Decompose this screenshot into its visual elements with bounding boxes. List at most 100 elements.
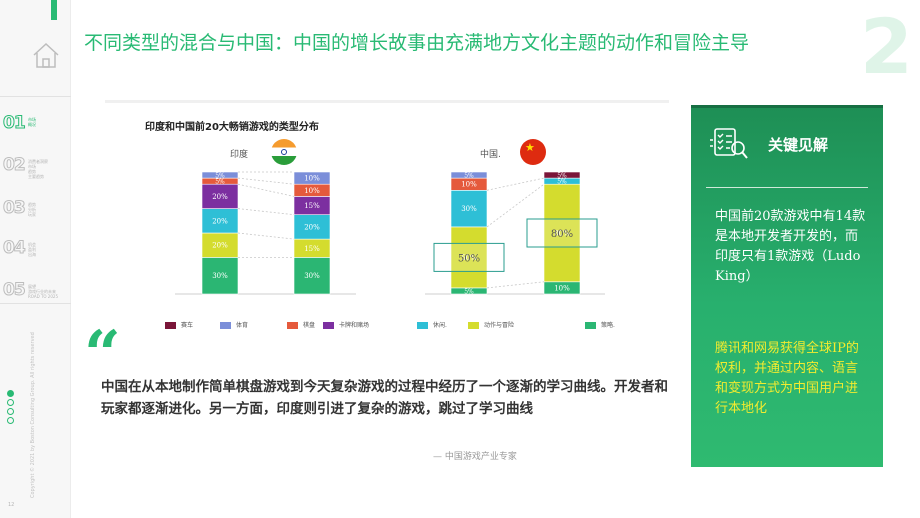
legend-swatch	[287, 322, 298, 329]
bar-data-label: 15%	[304, 245, 320, 253]
bar-data-label: 10%	[304, 187, 320, 195]
sidebar-item-label: 消费者洞察	[28, 159, 48, 164]
page-dot[interactable]	[7, 399, 14, 406]
legend-swatch	[468, 322, 479, 329]
bar-data-label: 10%	[461, 181, 477, 189]
bar-data-label: 30%	[304, 272, 320, 280]
bar-data-label: 10%	[304, 175, 320, 183]
bar-data-label: 10%	[554, 284, 570, 292]
sidebar-item-label: 盈利	[28, 247, 36, 252]
bar-segment	[450, 171, 488, 179]
legend-label: 休闲.	[433, 322, 447, 329]
page-dot[interactable]	[7, 417, 14, 424]
legend-swatch	[585, 322, 596, 329]
sidebar-item-label: 主要趋势	[28, 174, 44, 179]
bar-data-label: 20%	[212, 242, 228, 250]
home-icon[interactable]	[30, 40, 62, 72]
page-dot[interactable]	[7, 408, 14, 415]
legend-label: 赛车	[181, 322, 194, 329]
sidebar-item-label: 市场	[28, 117, 36, 122]
bar-data-label: 20%	[212, 217, 228, 225]
connector-line	[237, 208, 295, 216]
section-number: 2	[860, 2, 913, 91]
quote-source: — 中国游戏产业专家	[433, 452, 517, 462]
chart-title: 印度和中国前20大畅销游戏的类型分布	[145, 122, 319, 133]
chart-card	[105, 100, 669, 334]
bar-data-label: 15%	[304, 202, 320, 210]
sidebar-item-number: 02	[3, 155, 27, 176]
legend-item: 赛车	[165, 320, 193, 329]
bar-segment	[201, 183, 239, 209]
sidebar-item-label: 市场	[28, 164, 36, 169]
sidebar-item-label: 展望	[28, 284, 36, 289]
highlight-box	[526, 218, 598, 248]
insight-divider	[706, 187, 868, 188]
bar-segment	[293, 214, 331, 240]
bar-segment	[543, 171, 581, 179]
bar-data-label: 20%	[304, 223, 320, 231]
country-label-china: 中国.	[480, 150, 501, 160]
country-label-india: 印度	[230, 150, 249, 160]
sidebar-item-05[interactable]: 05 展望 游戏行业的未来 ROAD TO 2025	[3, 280, 69, 324]
connector-line	[486, 281, 545, 289]
connector-line	[237, 183, 295, 197]
sidebar-item-03[interactable]: 03 趋势 分析 玩家	[3, 198, 69, 242]
bar-data-label: 30%	[461, 205, 477, 213]
insight-paragraph-1: 中国前20款游戏中有14款是本地开发者开发的，而印度只有1款游戏（LudoKin…	[715, 209, 866, 284]
bar-segment	[450, 226, 488, 289]
bar-segment	[293, 257, 331, 295]
connector-line	[486, 177, 545, 191]
legend-item: 棋盘	[287, 320, 315, 329]
sidebar-item-label: 趋势	[28, 202, 36, 207]
sidebar-item-label: 趋势	[28, 169, 36, 174]
sidebar-item-number: 01	[3, 113, 27, 134]
legend-item: 体育	[220, 320, 248, 329]
insight-heading: 关键见解	[768, 136, 829, 154]
legend-label: 卡牌和赌场	[339, 322, 370, 329]
legend-swatch	[417, 322, 428, 329]
highlight-label: 80%	[551, 229, 573, 240]
sidebar-item-label: 出海	[28, 252, 36, 257]
bar-segment	[201, 208, 239, 234]
sidebar-item-number: 05	[3, 280, 27, 301]
sidebar-item-01[interactable]: 01 市场 概况	[3, 113, 69, 157]
page-number: 12	[8, 502, 15, 508]
connector-line	[237, 232, 295, 240]
bar-segment	[201, 232, 239, 258]
legend-item: 策略.	[585, 320, 615, 329]
highlight-box	[433, 242, 505, 272]
quote-text: 中国在从本地制作简单棋盘游戏到今天复杂游戏的过程中经历了一个逐渐的学习曲线。开发…	[101, 379, 668, 417]
page-dots	[7, 390, 17, 426]
bar-data-label: 50%	[461, 254, 477, 262]
bar-data-label: 5%	[215, 173, 225, 180]
legend-item: 卡牌和赌场	[323, 320, 369, 329]
legend-item: 动作与冒险	[468, 320, 514, 329]
legend-swatch	[165, 322, 176, 329]
legend-label: 体育	[236, 322, 249, 329]
connector-line	[237, 177, 295, 185]
sidebar-divider	[0, 303, 71, 304]
quote-mark-icon: “	[84, 317, 121, 392]
sidebar-item-04[interactable]: 04 机会 盈利 出海	[3, 238, 69, 282]
sidebar-item-02[interactable]: 02 消费者洞察 市场 趋势 主要趋势	[3, 155, 69, 199]
bar-segment	[201, 171, 239, 179]
chart-legend: 赛车 体育 棋盘 卡牌和赌场 休闲. 动作与冒险 策略.	[165, 320, 645, 332]
sidebar-item-label: 概况	[28, 122, 36, 127]
insight-checklist-icon	[710, 128, 748, 159]
highlight-label: 50%	[458, 253, 480, 264]
bar-data-label: 20%	[212, 193, 228, 201]
legend-label: 动作与冒险	[484, 322, 515, 329]
bar-data-label: 5%	[464, 288, 474, 295]
legend-label: 策略.	[601, 322, 615, 329]
page-dot-active[interactable]	[7, 390, 14, 397]
sidebar-item-label: 玩家	[28, 212, 36, 217]
legend-swatch	[220, 322, 231, 329]
sidebar-divider	[0, 96, 71, 97]
sidebar-item-number: 03	[3, 198, 27, 219]
bar-data-label: 5%	[464, 173, 474, 180]
key-insight-panel: 关键见解 中国前20款游戏中有14款是本地开发者开发的，而印度只有1款游戏（Lu…	[691, 105, 883, 467]
insight-paragraph-2: 腾讯和网易获得全球IP的权利，并通过内容、语言和变现方式为中国用户进行本地化	[715, 341, 859, 416]
sidebar-accent-bar	[51, 0, 57, 20]
bar-segment	[450, 190, 488, 228]
legend-swatch	[323, 322, 334, 329]
